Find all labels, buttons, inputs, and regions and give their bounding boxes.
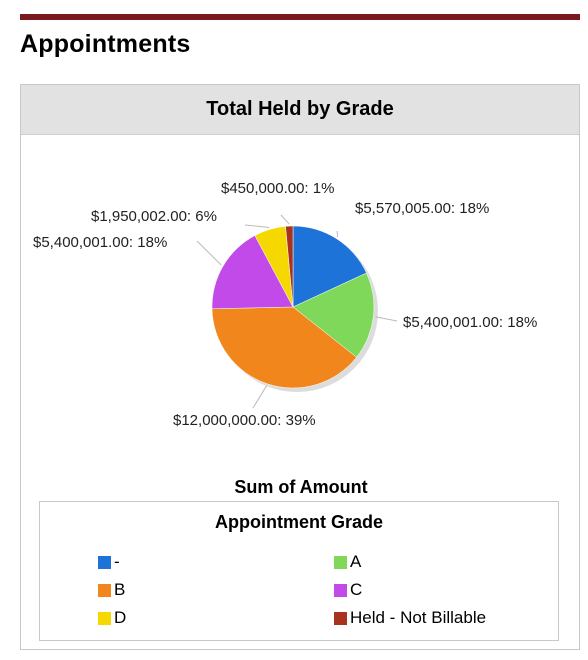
legend-label: Held - Not Billable	[350, 608, 487, 627]
slice-label-5: $1,950,002.00: 6%	[91, 208, 217, 225]
leader-line-3	[252, 385, 268, 409]
slice-label-3: $12,000,000.00: 39%	[173, 412, 316, 429]
legend-label: A	[350, 552, 362, 571]
leader-line-4	[196, 240, 222, 266]
legend-item-1[interactable]: -	[98, 552, 120, 572]
legend-label: B	[114, 580, 126, 599]
legend-title: Appointment Grade	[214, 512, 383, 532]
slice-label-2: $5,400,001.00: 18%	[403, 314, 537, 331]
legend-swatch	[98, 555, 111, 569]
legend-item-4[interactable]: C	[334, 580, 362, 600]
leader-line-5	[244, 224, 270, 228]
legend-swatch	[334, 583, 347, 597]
leader-line-1	[336, 230, 339, 238]
legend-swatch	[334, 611, 347, 625]
leader-line-6	[280, 214, 290, 225]
chart-title: Total Held by Grade	[21, 85, 579, 135]
legend-item-2[interactable]: A	[334, 552, 361, 572]
section-title: Appointments	[20, 30, 191, 58]
slice-label-6: $450,000.00: 1%	[221, 180, 334, 197]
pie-slice-6[interactable]	[285, 225, 294, 308]
pie-slice-1[interactable]	[292, 225, 367, 308]
section-divider	[20, 14, 580, 20]
legend-label: C	[350, 580, 363, 599]
legend-item-5[interactable]: D	[98, 608, 126, 628]
chart-panel: Total Held by Grade $5,570,005.00: 18% $5…	[20, 84, 580, 650]
legend-swatch	[98, 611, 111, 625]
legend-swatch	[334, 555, 347, 569]
legend-label: -	[114, 552, 120, 571]
pie-slice-4[interactable]	[211, 235, 294, 310]
leader-line-2	[375, 316, 398, 322]
pie-chart: $5,570,005.00: 18% $5,400,001.00: 18% $12,…	[33, 180, 537, 429]
pie-slice-2[interactable]	[292, 272, 375, 358]
measure-label: Sum of Amount	[234, 477, 368, 497]
pie-slice-3[interactable]	[211, 306, 357, 389]
slice-label-1: $5,570,005.00: 18%	[355, 200, 489, 217]
legend-swatch	[98, 583, 111, 597]
legend-item-3[interactable]: B	[98, 580, 125, 600]
legend: Appointment Grade - A B C D Held - Not Billab…	[39, 501, 559, 641]
slice-label-4: $5,400,001.00: 18%	[33, 234, 167, 251]
legend-label: D	[114, 608, 127, 627]
legend-item-6[interactable]: Held - Not Billable	[334, 608, 486, 628]
